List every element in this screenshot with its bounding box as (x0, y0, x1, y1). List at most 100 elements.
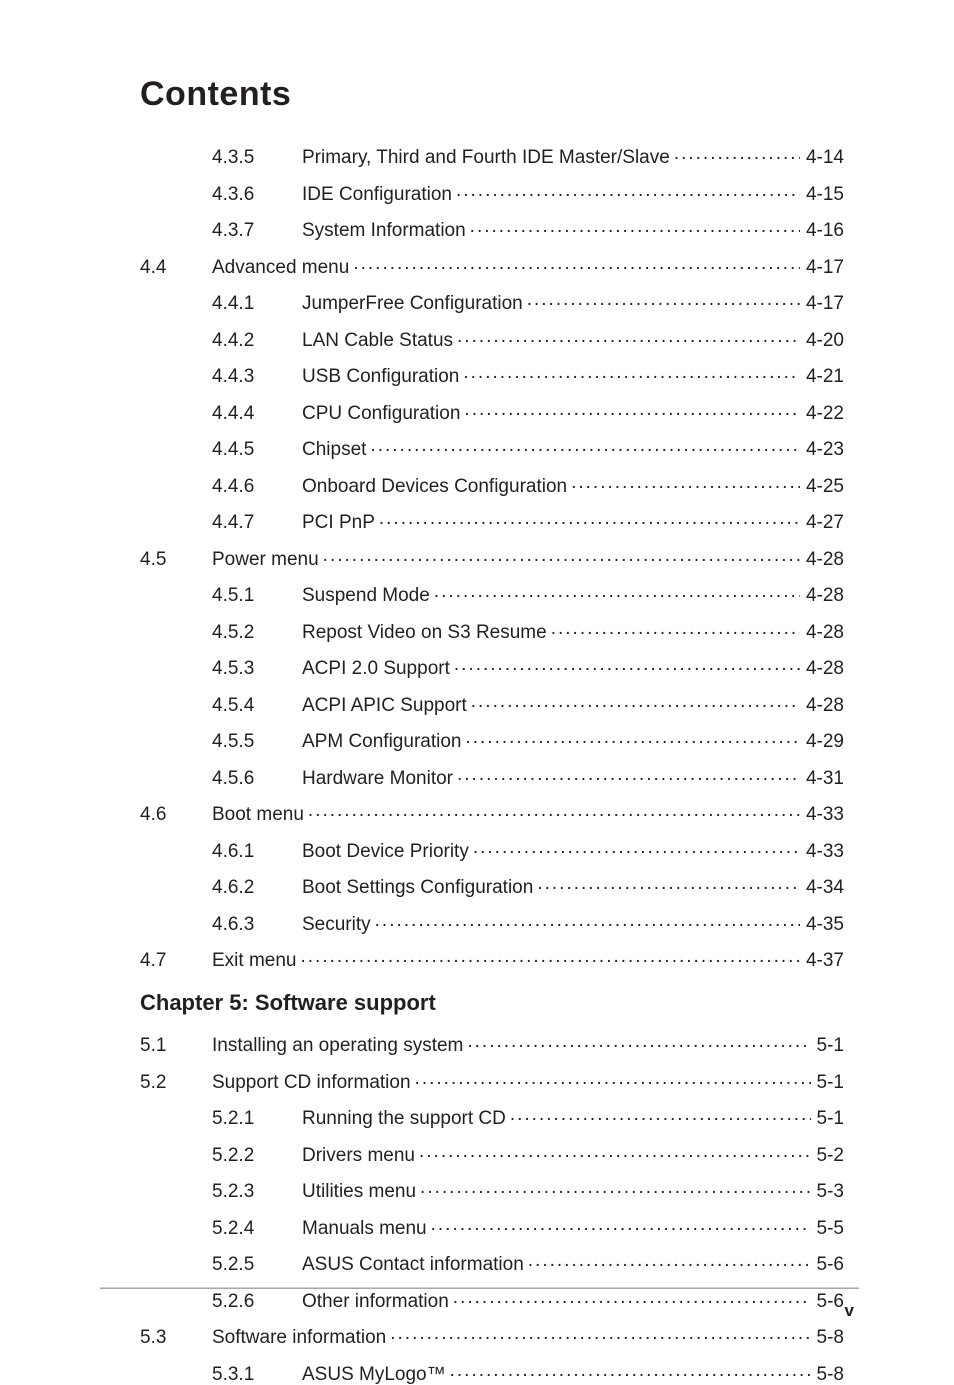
toc-page-number: 4-14 (800, 148, 844, 167)
toc-section-ch5: 5.1Installing an operating system 5-1 5.2S… (140, 1032, 844, 1384)
footer-page-number: v (845, 1301, 854, 1321)
toc-page-number: 4-28 (800, 550, 844, 569)
toc-row: 5.2.6Other information5-6 (140, 1288, 844, 1311)
toc-title-leader: Manuals menu (302, 1215, 811, 1238)
toc-title-leader: USB Configuration (302, 363, 800, 386)
toc-entry-title: LAN Cable Status (302, 331, 457, 350)
toc-row: 4.5.5APM Configuration4-29 (140, 728, 844, 751)
toc-title-leader: Chipset (302, 436, 800, 459)
toc-title-leader: APM Configuration (302, 728, 800, 751)
toc-sub-number: 4.4.7 (212, 513, 302, 532)
toc-sub-number: 4.3.5 (212, 148, 302, 167)
toc-sec-number: 5.2 (140, 1073, 212, 1092)
toc-entry-title: Boot menu (212, 805, 308, 824)
toc-page-number: 4-35 (800, 915, 844, 934)
toc-entry-title: ASUS MyLogo™ (302, 1365, 450, 1384)
toc-entry-title: Hardware Monitor (302, 769, 457, 788)
toc-row: 5.2.4Manuals menu5-5 (140, 1215, 844, 1238)
toc-page-number: 4-33 (800, 842, 844, 861)
toc-sub-number: 4.4.6 (212, 477, 302, 496)
toc-leader-dots (308, 801, 800, 820)
toc-row: 4.5.1Suspend Mode4-28 (140, 582, 844, 605)
toc-leader-dots (415, 1069, 811, 1088)
toc-sub-number: 4.5.5 (212, 732, 302, 751)
toc-page-number: 5-1 (811, 1073, 844, 1092)
toc-title-leader: Hardware Monitor (302, 765, 800, 788)
toc-leader-dots (370, 436, 800, 455)
toc-entry-title: Security (302, 915, 375, 934)
toc-title-leader: CPU Configuration (302, 400, 800, 423)
toc-title-leader: Installing an operating system (212, 1032, 811, 1055)
toc-entry-title: CPU Configuration (302, 404, 464, 423)
toc-entry-title: ASUS Contact information (302, 1255, 528, 1274)
toc-page-number: 4-27 (800, 513, 844, 532)
toc-page-number: 5-6 (811, 1292, 844, 1311)
toc-sub-number: 4.4.1 (212, 294, 302, 313)
toc-sub-number: 4.6.1 (212, 842, 302, 861)
toc-sub-number: 5.3.1 (212, 1365, 302, 1384)
toc-leader-dots (375, 911, 800, 930)
toc-title-leader: Primary, Third and Fourth IDE Master/Sla… (302, 144, 800, 167)
toc-section-ch4: 4.3.5Primary, Third and Fourth IDE Maste… (140, 144, 844, 970)
toc-entry-title: Installing an operating system (212, 1036, 467, 1055)
toc-entry-title: Advanced menu (212, 258, 353, 277)
toc-title-leader: Running the support CD (302, 1105, 811, 1128)
toc-leader-dots (434, 582, 800, 601)
toc-entry-title: Repost Video on S3 Resume (302, 623, 551, 642)
toc-leader-dots (527, 290, 800, 309)
toc-leader-dots (300, 947, 799, 966)
toc-sub-number: 4.4.2 (212, 331, 302, 350)
toc-entry-title: Boot Settings Configuration (302, 878, 537, 897)
toc-page-number: 5-8 (811, 1365, 844, 1384)
toc-sec-number: 4.6 (140, 805, 212, 824)
toc-leader-dots (571, 473, 800, 492)
toc-leader-dots (457, 327, 800, 346)
toc-leader-dots (353, 254, 800, 273)
toc-leader-dots (431, 1215, 811, 1234)
toc-sub-number: 5.2.1 (212, 1109, 302, 1128)
toc-sub-number: 5.2.5 (212, 1255, 302, 1274)
toc-page-number: 4-28 (800, 696, 844, 715)
toc-sub-number: 4.5.2 (212, 623, 302, 642)
toc-entry-title: Support CD information (212, 1073, 415, 1092)
toc-row: 4.6.1Boot Device Priority 4-33 (140, 838, 844, 861)
toc-sub-number: 5.2.3 (212, 1182, 302, 1201)
toc-row: 4.4Advanced menu4-17 (140, 254, 844, 277)
toc-row: 4.4.3USB Configuration4-21 (140, 363, 844, 386)
toc-entry-title: Chipset (302, 440, 370, 459)
toc-title-leader: Other information (302, 1288, 811, 1311)
toc-leader-dots (457, 765, 800, 784)
toc-entry-title: Onboard Devices Configuration (302, 477, 571, 496)
toc-row: 5.3Software information5-8 (140, 1324, 844, 1347)
toc-page-number: 4-34 (800, 878, 844, 897)
toc-sec-number: 5.1 (140, 1036, 212, 1055)
toc-page-number: 5-6 (811, 1255, 844, 1274)
toc-title-leader: JumperFree Configuration (302, 290, 800, 313)
toc-leader-dots (450, 1361, 811, 1380)
toc-leader-dots (467, 1032, 810, 1051)
toc-page-number: 4-23 (800, 440, 844, 459)
toc-leader-dots (419, 1142, 811, 1161)
toc-title-leader: ASUS MyLogo™ (302, 1361, 811, 1384)
toc-row: 5.2.1Running the support CD5-1 (140, 1105, 844, 1128)
toc-row: 4.4.2LAN Cable Status4-20 (140, 327, 844, 350)
toc-title-leader: Onboard Devices Configuration (302, 473, 800, 496)
toc-row: 5.2.3Utilities menu5-3 (140, 1178, 844, 1201)
toc-title-leader: ASUS Contact information (302, 1251, 811, 1274)
toc-sub-number: 4.5.1 (212, 586, 302, 605)
toc-title-leader: Boot menu (212, 801, 800, 824)
toc-row: 4.5.6Hardware Monitor4-31 (140, 765, 844, 788)
toc-sub-number: 4.5.3 (212, 659, 302, 678)
toc-entry-title: Boot Device Priority (302, 842, 473, 861)
toc-row: 4.6Boot menu4-33 (140, 801, 844, 824)
toc-page-number: 5-1 (811, 1036, 844, 1055)
toc-leader-dots (537, 874, 800, 893)
toc-sec-number: 4.7 (140, 951, 212, 970)
toc-entry-title: Running the support CD (302, 1109, 510, 1128)
toc-entry-title: Suspend Mode (302, 586, 434, 605)
toc-title-leader: Support CD information (212, 1069, 811, 1092)
toc-row: 4.7Exit menu4-37 (140, 947, 844, 970)
toc-leader-dots (454, 655, 800, 674)
toc-entry-title: ACPI APIC Support (302, 696, 471, 715)
toc-entry-title: System Information (302, 221, 470, 240)
